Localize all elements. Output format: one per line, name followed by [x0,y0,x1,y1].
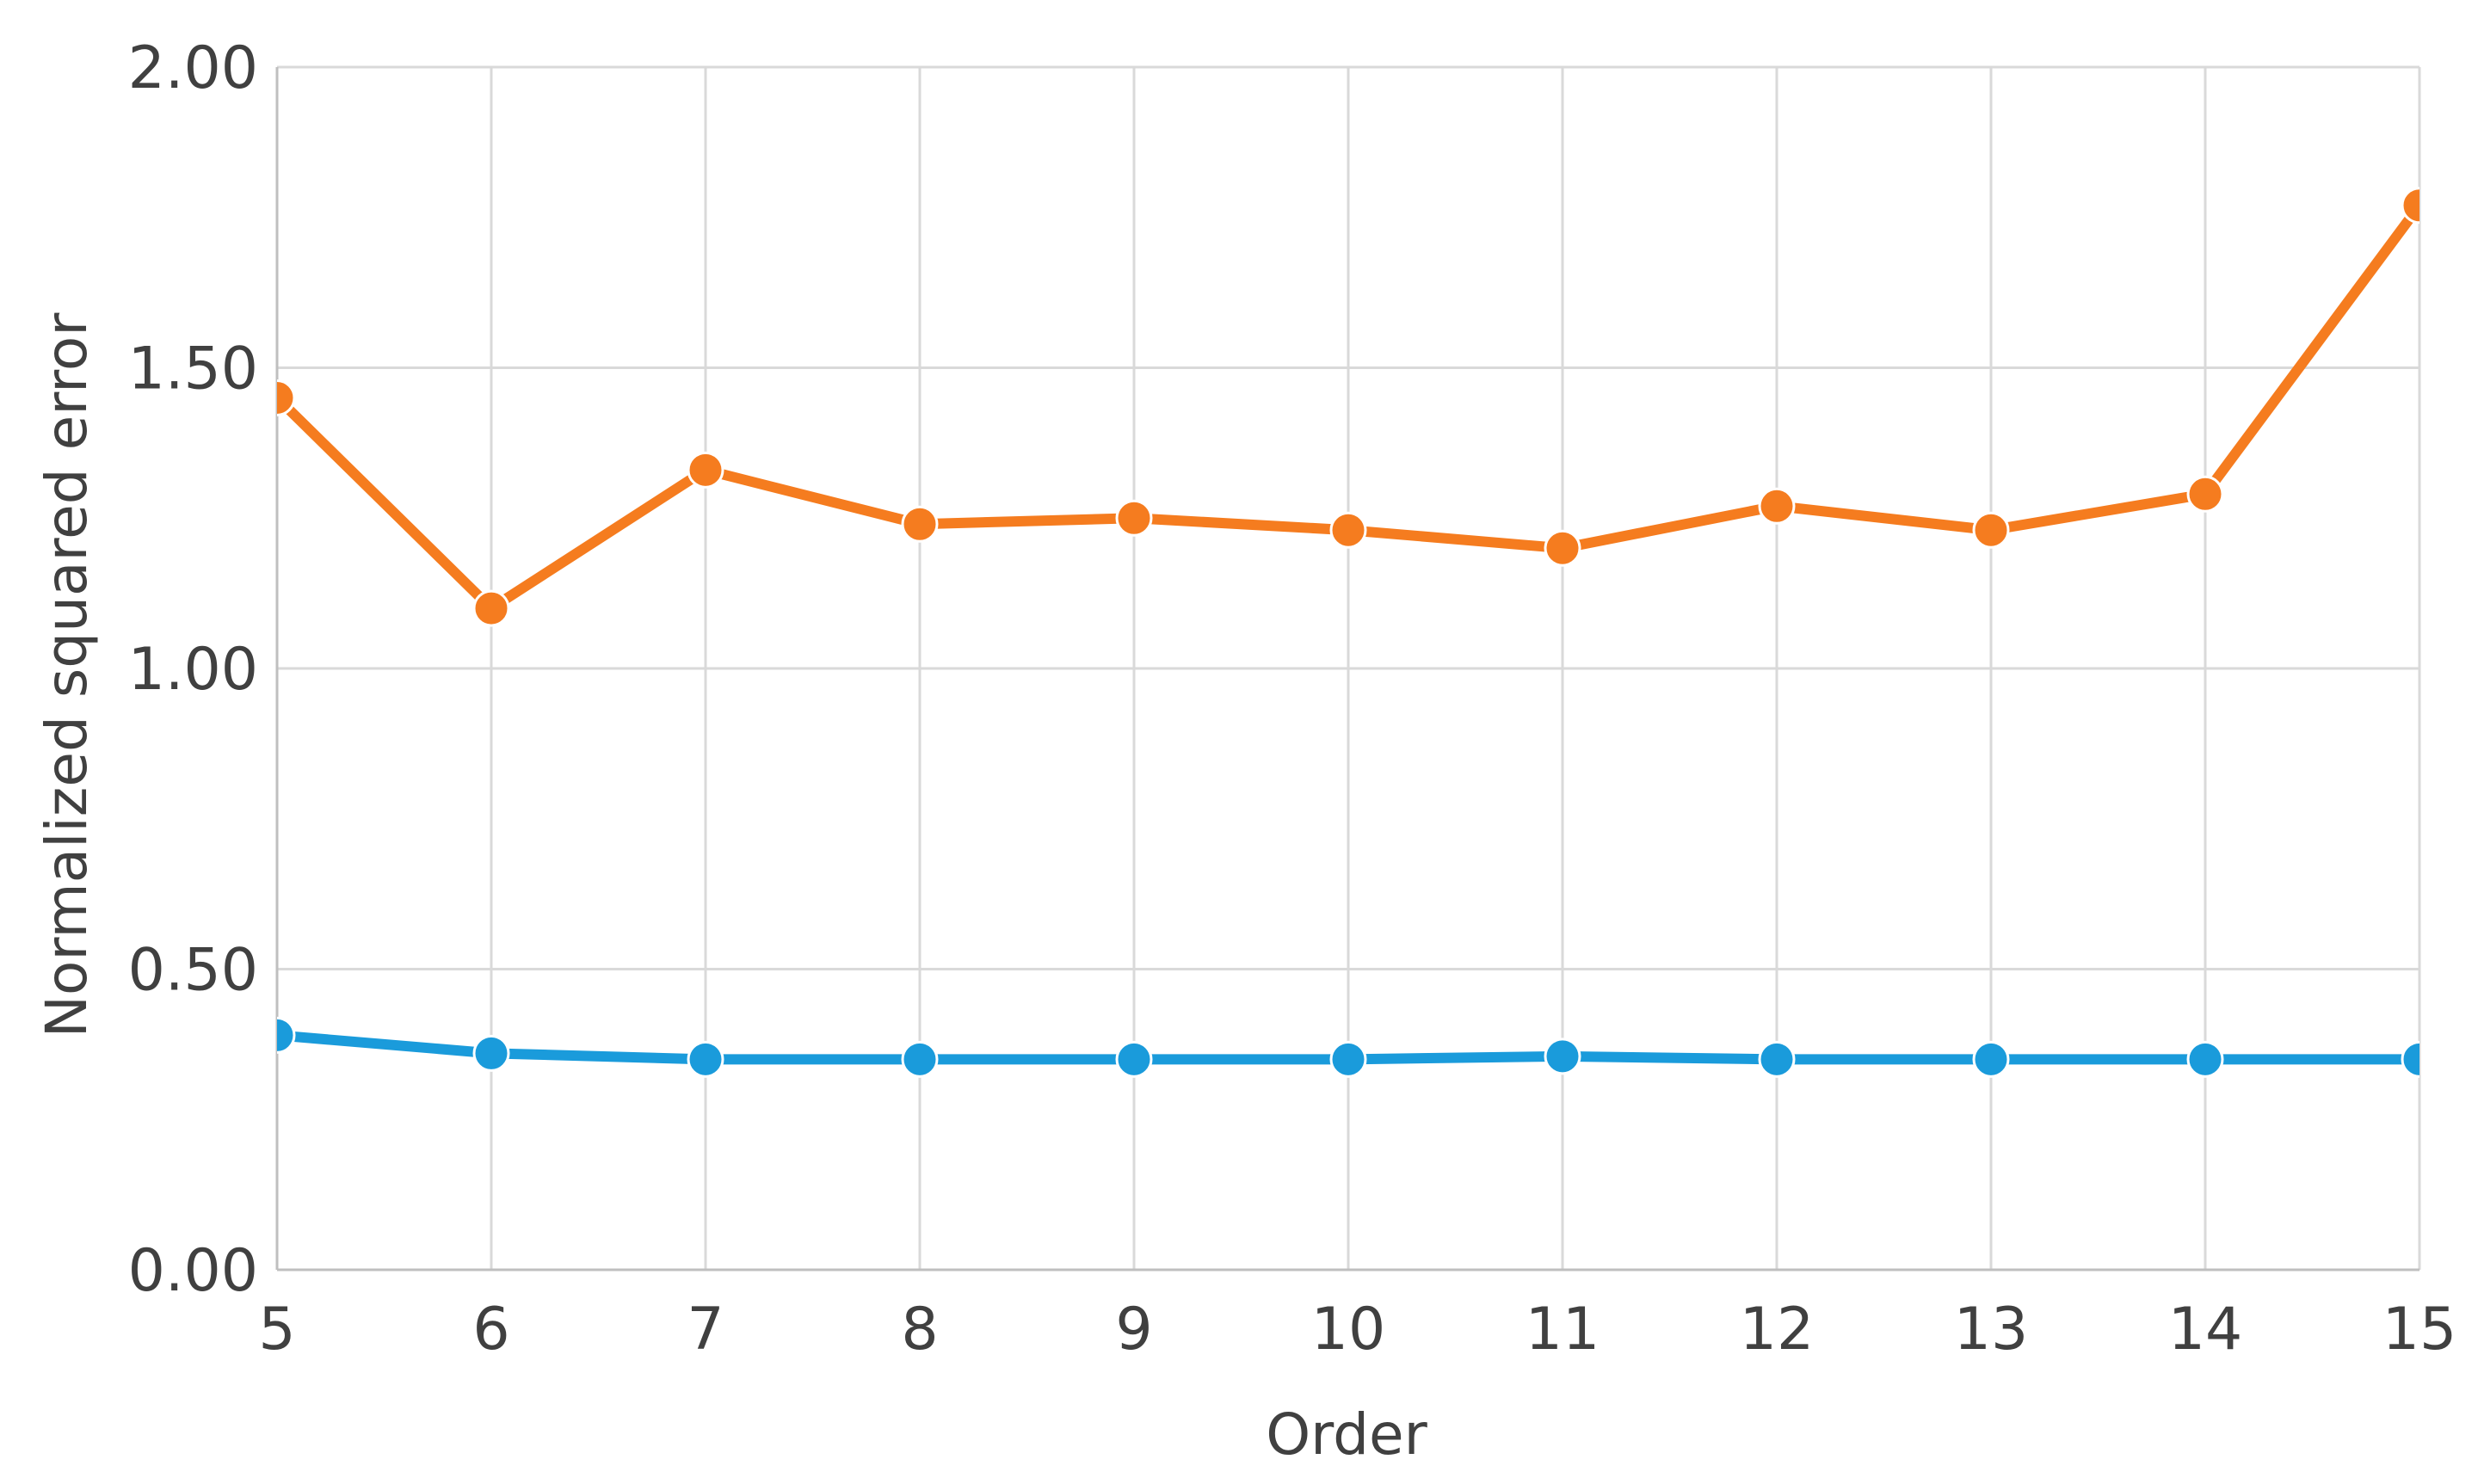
x-tick-label: 11 [1526,1296,1600,1364]
series-2-point[interactable] [2186,1040,2224,1078]
x-tick-label: 7 [687,1296,724,1364]
series-1-point[interactable] [2186,475,2224,513]
series-2-point[interactable] [1329,1040,1367,1078]
x-tick-label: 15 [2382,1296,2457,1364]
series-2-point[interactable] [1972,1040,2010,1078]
x-tick-label: 12 [1740,1296,1815,1364]
x-tick-label: 9 [1115,1296,1152,1364]
series-2-point[interactable] [260,1016,296,1054]
x-axis-title: Order [1266,1401,1427,1468]
series-2-point[interactable] [2401,1040,2437,1078]
series-2-point[interactable] [687,1040,724,1078]
series-1-point[interactable] [2401,187,2437,225]
x-tick-label: 8 [901,1296,938,1364]
series-1-point[interactable] [1972,511,2010,549]
series-1-point[interactable] [260,379,296,416]
series-1-point[interactable] [1329,511,1367,549]
axes [275,67,2419,1272]
series-2-point[interactable] [472,1034,510,1072]
x-tick-label: 5 [258,1296,295,1364]
series-2-point[interactable] [1115,1040,1153,1078]
series-layer [260,187,2437,1078]
series-2-point[interactable] [1544,1038,1581,1075]
series-2-point[interactable] [1758,1040,1796,1078]
tick-labels: 0.00 0.50 1.00 1.50 2.00 5 6 7 8 9 10 11 12 13 14 15 [128,34,2457,1364]
y-tick-label: 1.00 [128,636,258,704]
y-tick-label: 0.50 [128,937,258,1005]
series-1-point[interactable] [472,589,510,627]
y-tick-label: 1.50 [128,336,258,403]
y-axis-title: Normalized squared error [34,312,100,1038]
gridlines [275,65,2421,1272]
series-2-point[interactable] [901,1040,939,1078]
x-tick-label: 14 [2168,1296,2243,1364]
x-tick-label: 13 [1954,1296,2029,1364]
y-tick-label: 2.00 [128,34,258,102]
series-1-point[interactable] [1758,487,1796,525]
series-1-point[interactable] [1115,499,1153,537]
series-1-point[interactable] [1544,529,1581,567]
x-tick-label: 10 [1311,1296,1386,1364]
series-1-point[interactable] [687,451,724,489]
x-tick-label: 6 [472,1296,509,1364]
y-tick-label: 0.00 [128,1237,258,1305]
series-1-point[interactable] [901,505,939,543]
